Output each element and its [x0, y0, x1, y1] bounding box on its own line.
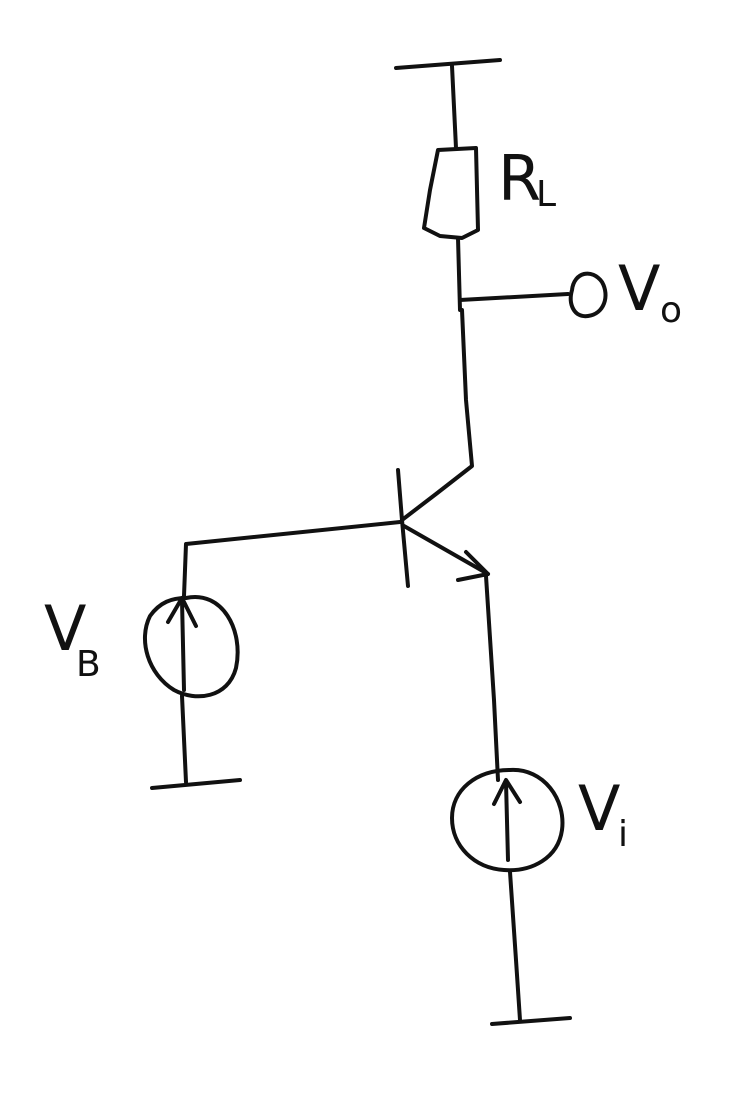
load-resistor-label: R — [498, 142, 541, 215]
input-ground-rail — [490, 1016, 572, 1026]
input-voltage-label-sub: i — [618, 814, 628, 855]
bias-voltage-label: V — [44, 592, 86, 665]
input-source-arrow — [492, 778, 522, 862]
base-wire — [182, 520, 402, 598]
bias-source-circle — [142, 594, 240, 699]
output-voltage-label-sub: o — [660, 290, 682, 331]
load-to-output-wire — [456, 236, 462, 312]
input-source-circle — [450, 767, 565, 873]
output-terminal — [568, 271, 608, 319]
bias-voltage-label-sub: B — [76, 644, 101, 685]
bias-to-ground-wire — [180, 694, 188, 784]
input-voltage-label: V — [578, 772, 620, 845]
output-voltage-label: V — [618, 252, 660, 325]
emitter-to-input-wire — [484, 574, 500, 782]
load-resistor — [422, 146, 480, 240]
bias-source-arrow — [166, 596, 198, 692]
transistor-base-bar — [396, 468, 410, 588]
bias-ground-rail — [150, 778, 242, 790]
supply-rail — [394, 58, 502, 70]
load-resistor-label-sub: L — [536, 174, 556, 215]
output-tap-wire — [458, 292, 570, 302]
supply-to-load-wire — [450, 64, 458, 150]
input-to-ground-wire — [508, 870, 522, 1022]
emitter-wire — [402, 524, 490, 576]
emitter-arrowhead — [456, 550, 490, 582]
collector-wire — [400, 308, 474, 522]
